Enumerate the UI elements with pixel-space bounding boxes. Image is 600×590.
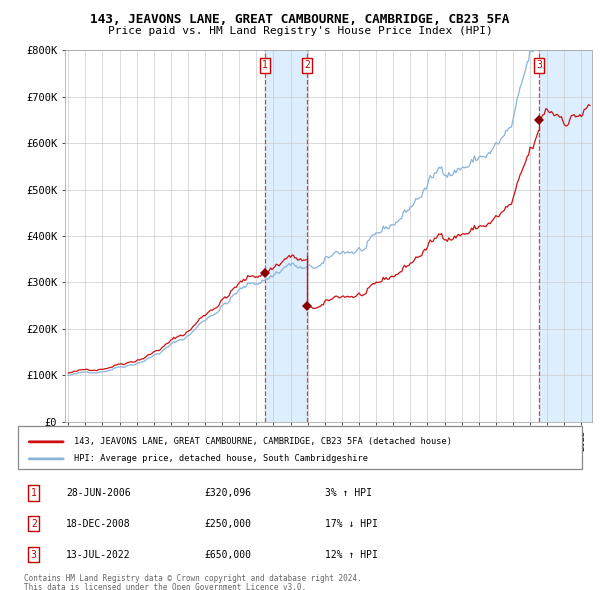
Text: 3% ↑ HPI: 3% ↑ HPI	[325, 488, 373, 498]
Text: £250,000: £250,000	[204, 519, 251, 529]
Text: 13-JUL-2022: 13-JUL-2022	[66, 550, 131, 559]
Bar	[539, 50, 592, 422]
Text: 143, JEAVONS LANE, GREAT CAMBOURNE, CAMBRIDGE, CB23 5FA (detached house): 143, JEAVONS LANE, GREAT CAMBOURNE, CAMB…	[74, 437, 452, 447]
Text: 3: 3	[536, 61, 542, 70]
Text: 2: 2	[304, 61, 310, 70]
Text: 1: 1	[262, 61, 268, 70]
FancyBboxPatch shape	[18, 427, 582, 468]
Text: HPI: Average price, detached house, South Cambridgeshire: HPI: Average price, detached house, Sout…	[74, 454, 368, 463]
Text: 143, JEAVONS LANE, GREAT CAMBOURNE, CAMBRIDGE, CB23 5FA: 143, JEAVONS LANE, GREAT CAMBOURNE, CAMB…	[91, 13, 509, 26]
Text: 18-DEC-2008: 18-DEC-2008	[66, 519, 131, 529]
Text: This data is licensed under the Open Government Licence v3.0.: This data is licensed under the Open Gov…	[23, 582, 306, 590]
Text: £320,096: £320,096	[204, 488, 251, 498]
Text: £650,000: £650,000	[204, 550, 251, 559]
Text: 28-JUN-2006: 28-JUN-2006	[66, 488, 131, 498]
Text: 1: 1	[31, 488, 37, 498]
Text: Price paid vs. HM Land Registry's House Price Index (HPI): Price paid vs. HM Land Registry's House …	[107, 26, 493, 36]
Text: Contains HM Land Registry data © Crown copyright and database right 2024.: Contains HM Land Registry data © Crown c…	[23, 575, 361, 584]
Text: 2: 2	[31, 519, 37, 529]
Text: 3: 3	[31, 550, 37, 559]
Text: 17% ↓ HPI: 17% ↓ HPI	[325, 519, 378, 529]
Bar	[265, 50, 307, 422]
Text: 12% ↑ HPI: 12% ↑ HPI	[325, 550, 378, 559]
